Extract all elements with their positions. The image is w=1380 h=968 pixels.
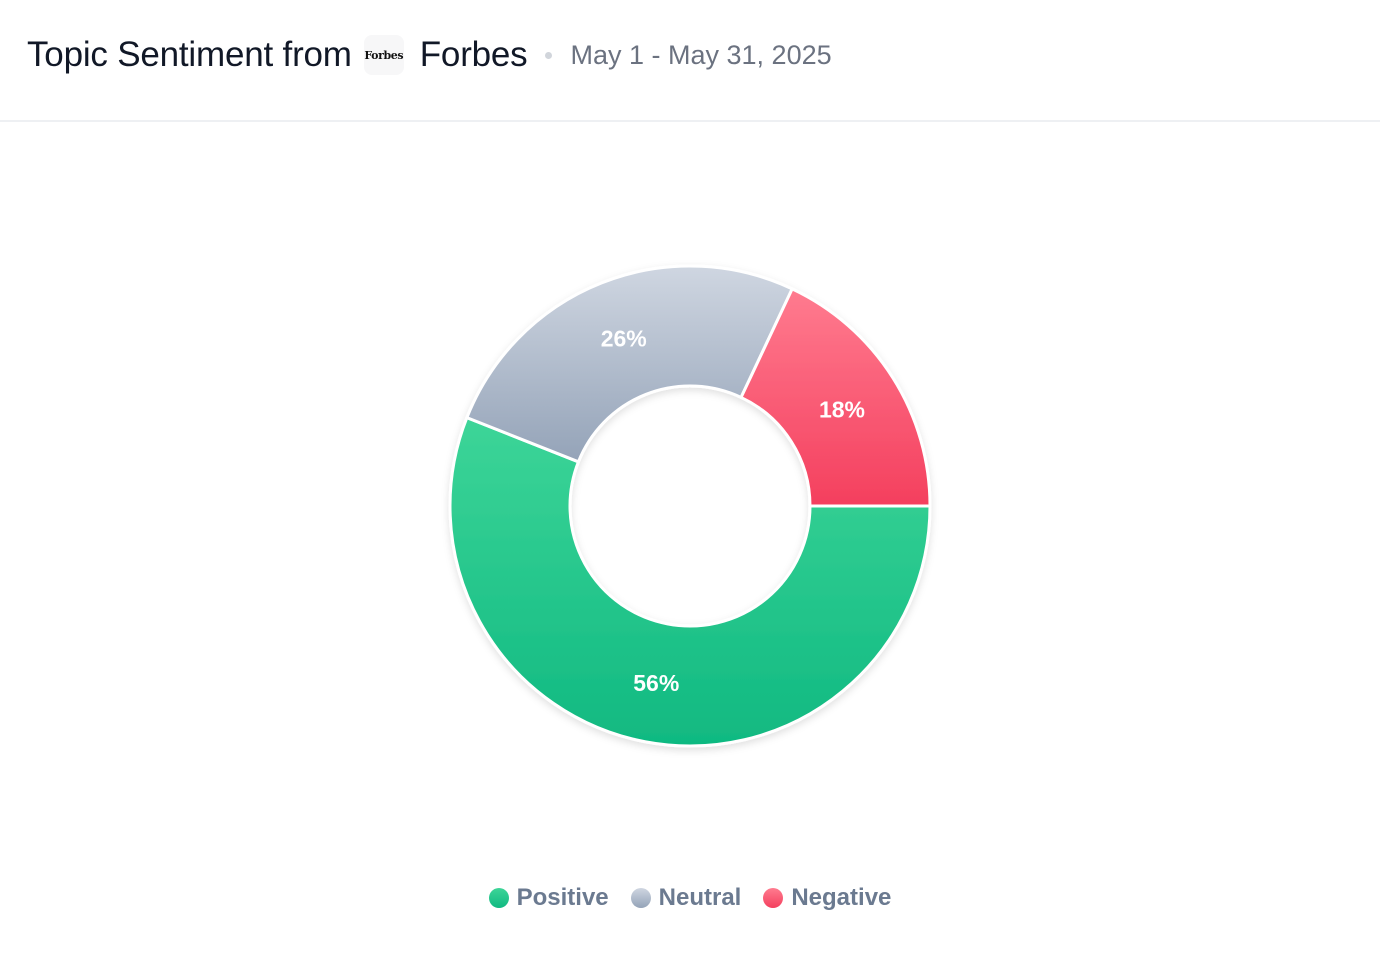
legend-swatch-negative [763,888,784,908]
legend-swatch-positive [488,888,509,908]
forbes-logo-wordmark: Forbes [364,48,404,62]
donut-slice-positive[interactable] [448,416,932,748]
legend-item-neutral[interactable]: Neutral [630,884,742,912]
source-name: Forbes [419,35,528,74]
data-label-negative: 18% [819,397,865,423]
chart-title: Topic Sentiment from [27,35,352,74]
data-label-neutral: 26% [601,326,647,352]
legend-swatch-neutral [630,888,651,908]
chart-header: Topic Sentiment from Forbes Forbes May 1… [0,0,1380,122]
donut-slice-negative[interactable] [739,287,932,508]
forbes-logo-icon: Forbes [363,35,404,75]
donut-slice-neutral[interactable] [465,264,794,464]
date-range: May 1 - May 31, 2025 [570,39,832,70]
legend-item-positive[interactable]: Positive [488,884,609,912]
data-label-positive: 56% [633,670,679,696]
title-row: Topic Sentiment from Forbes Forbes May 1… [27,30,832,80]
legend-label-positive: Positive [516,884,609,911]
legend-label-negative: Negative [791,884,892,911]
legend-item-negative[interactable]: Negative [763,884,891,912]
separator-dot-icon [545,51,553,59]
legend-label-neutral: Neutral [658,884,742,911]
legend: Positive Neutral Negative [0,884,1380,912]
